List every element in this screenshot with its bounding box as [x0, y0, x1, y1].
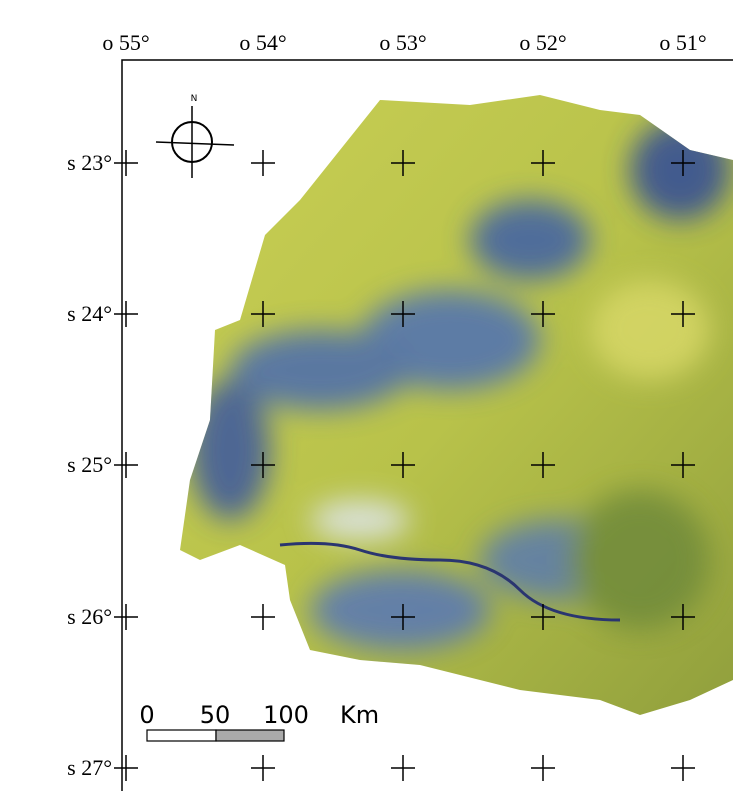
longitude-label: o 52° [519, 30, 566, 55]
scale-label: 100 [263, 701, 309, 729]
longitude-label: o 55° [102, 30, 149, 55]
scale-label: 50 [200, 701, 231, 729]
scale-bar [147, 730, 284, 741]
scale-label: 0 [139, 701, 154, 729]
longitude-label: o 51° [659, 30, 706, 55]
latitude-label: s 25° [67, 452, 112, 477]
latitude-label: s 23° [67, 150, 112, 175]
north-arrow: N [156, 94, 234, 178]
north-label: N [191, 94, 198, 104]
latitude-label: s 24° [67, 301, 112, 326]
map-figure: N o 55° o 54° o 53° o 52° o 51° s 23° s 24° s 2… [0, 0, 733, 791]
latitude-label: s 26° [67, 604, 112, 629]
satellite-image [170, 90, 733, 730]
latitude-label: s 27° [67, 755, 112, 780]
longitude-label: o 53° [379, 30, 426, 55]
scale-unit: Km [340, 701, 379, 729]
longitude-label: o 54° [239, 30, 286, 55]
